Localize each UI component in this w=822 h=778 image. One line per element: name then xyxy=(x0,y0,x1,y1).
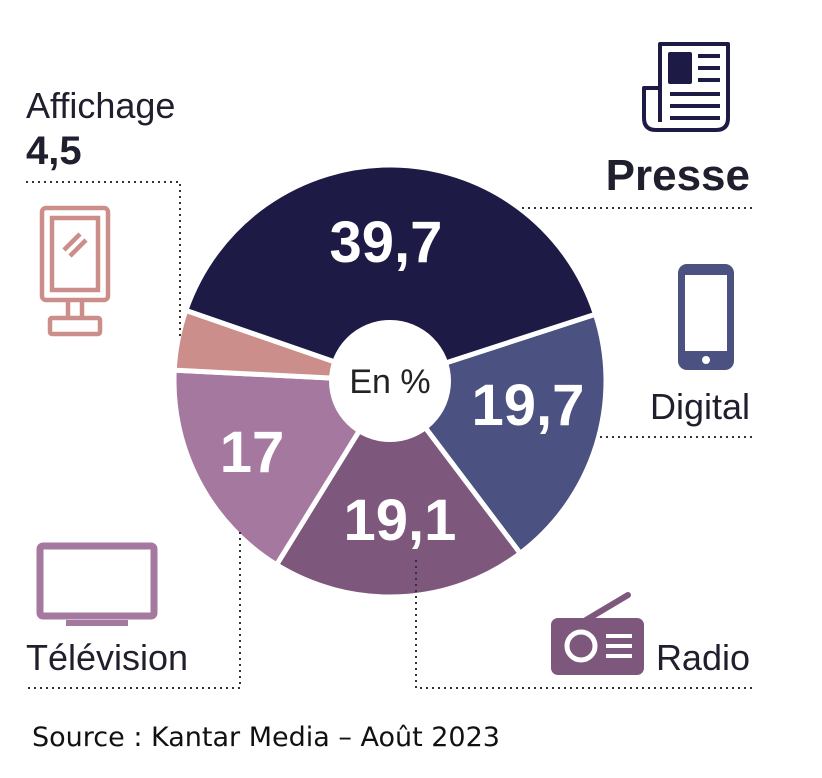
newspaper-icon xyxy=(642,42,730,132)
category-label-presse: Presse xyxy=(606,151,750,200)
center-hole xyxy=(329,320,451,442)
leader-line-radio xyxy=(415,560,752,689)
value-label-television: 17 xyxy=(220,420,285,485)
source-note: Source : Kantar Media – Août 2023 xyxy=(32,722,500,753)
pie-slice-radio xyxy=(274,378,523,600)
radio-icon xyxy=(551,592,644,675)
pie-slice-television xyxy=(171,367,393,568)
center-label: En % xyxy=(349,363,430,401)
value-label-presse: 39,7 xyxy=(330,210,443,275)
value-label-affichage: 4,5 xyxy=(26,129,82,173)
leader-line-television xyxy=(26,532,241,689)
television-icon xyxy=(36,542,158,626)
value-label-digital: 19,7 xyxy=(472,373,585,438)
value-label-radio: 19,1 xyxy=(344,488,457,553)
pie-slices xyxy=(171,162,609,600)
smartphone-icon xyxy=(678,264,734,370)
category-label-television: Télévision xyxy=(26,637,188,678)
category-label-affichage: Affichage xyxy=(26,85,175,126)
pie-slice-presse xyxy=(183,162,598,384)
leader-line-affichage xyxy=(26,181,181,340)
category-label-digital: Digital xyxy=(650,386,750,427)
category-label-radio: Radio xyxy=(656,637,750,678)
billboard-icon xyxy=(39,205,111,337)
